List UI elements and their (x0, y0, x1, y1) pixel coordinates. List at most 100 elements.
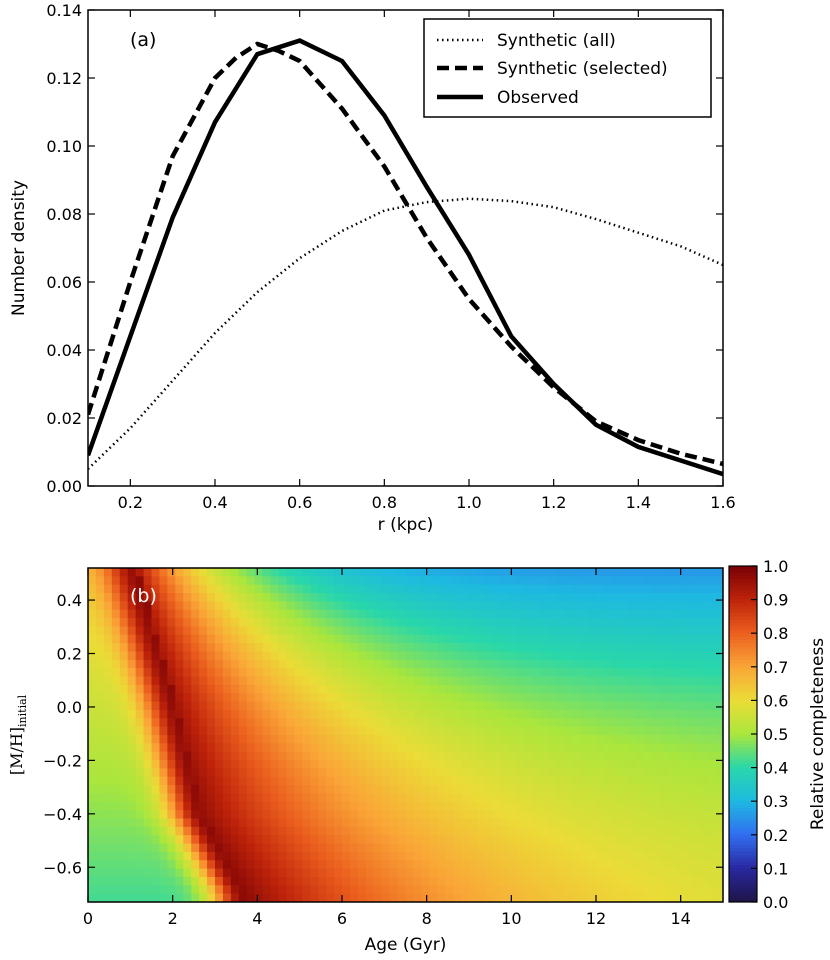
heatmap-cell (246, 743, 256, 753)
heatmap-cell (397, 760, 407, 769)
heatmap-cell (469, 735, 478, 744)
heatmap-cell (548, 776, 557, 786)
heatmap-cell (389, 576, 399, 586)
heatmap-cell (437, 893, 446, 902)
heatmap-cell (405, 785, 415, 795)
heatmap-cell (254, 876, 264, 886)
heatmap-cell (572, 776, 581, 786)
heatmap-cell (119, 735, 129, 744)
heatmap-cell (691, 626, 700, 636)
heatmap-cell (270, 843, 280, 853)
heatmap-cell (492, 651, 502, 661)
heatmap-cell (191, 726, 200, 736)
heatmap-cell (707, 726, 716, 736)
heatmap-cell (103, 826, 113, 836)
heatmap-cell (715, 785, 723, 795)
heatmap-cell (191, 868, 200, 878)
heatmap-cell (484, 568, 494, 577)
heatmap-cell (691, 751, 700, 761)
heatmap-cell (310, 626, 319, 636)
heatmap-cell (167, 676, 176, 686)
heatmap-cell (532, 801, 542, 811)
heatmap-cell (532, 893, 542, 902)
heatmap-cell (397, 843, 407, 853)
heatmap-cell (659, 851, 669, 861)
heatmap-cell (230, 801, 240, 811)
heatmap-cell (429, 618, 438, 628)
heatmap-cell (222, 835, 232, 845)
heatmap-cell (373, 718, 383, 728)
heatmap-cell (476, 760, 486, 769)
heatmap-cell (524, 659, 534, 669)
heatmap-cell (492, 843, 502, 853)
heatmap-cell (238, 618, 248, 628)
heatmap-cell (246, 693, 256, 703)
heatmap-cell (262, 860, 272, 870)
heatmap-cell (516, 634, 526, 644)
heatmap-cell (397, 643, 407, 653)
heatmap-cell (675, 851, 684, 861)
heatmap-cell (183, 634, 192, 644)
colorbar-segment (729, 723, 757, 728)
heatmap-cell (461, 760, 470, 769)
heatmap-cell (421, 576, 430, 586)
heatmap-cell (683, 593, 692, 602)
heatmap-cell (238, 810, 248, 820)
heatmap-cell (564, 793, 573, 803)
heatmap-cell (619, 843, 629, 853)
heatmap-cell (469, 618, 478, 628)
heatmap-cell (540, 735, 549, 744)
heatmap-cell (469, 709, 478, 719)
heatmap-cell (532, 659, 542, 669)
heatmap-cell (508, 743, 518, 753)
heatmap-cell (254, 701, 264, 711)
heatmap-cell (397, 601, 407, 611)
heatmap-cell (254, 726, 264, 736)
heatmap-cell (596, 568, 605, 577)
heatmap-cell (556, 709, 565, 719)
heatmap-cell (334, 776, 343, 786)
heatmap-cell (508, 601, 518, 611)
heatmap-cell (627, 684, 637, 694)
heatmap-cell (461, 893, 470, 902)
heatmap-cell (183, 835, 192, 845)
colorbar: 1.00.90.80.70.60.50.40.30.20.10.0 Relati… (728, 557, 828, 912)
heatmap-cell (437, 668, 446, 678)
heatmap-cell (151, 735, 161, 744)
heatmap-cell (254, 751, 264, 761)
heatmap-cell (548, 743, 557, 753)
heatmap-cell (111, 835, 121, 845)
heatmap-cell (469, 835, 478, 845)
heatmap-cell (215, 876, 224, 886)
heatmap-cell (564, 726, 573, 736)
heatmap-cell (524, 793, 534, 803)
heatmap-cell (262, 684, 272, 694)
heatmap-cell (715, 826, 723, 836)
heatmap-cell (405, 776, 415, 786)
heatmap-cell (88, 885, 97, 895)
heatmap-cell (159, 701, 168, 711)
heatmap-cell (461, 743, 470, 753)
heatmap-cell (286, 801, 295, 811)
heatmap-cell (492, 785, 502, 795)
heatmap-cell (715, 659, 723, 669)
heatmap-cell (603, 868, 613, 878)
heatmap-cell (286, 651, 295, 661)
heatmap-cell (611, 760, 621, 769)
heatmap-cell (254, 860, 264, 870)
heatmap-cell (699, 885, 708, 895)
heatmap-cell (508, 618, 518, 628)
heatmap-cell (469, 684, 478, 694)
heatmap-cell (151, 743, 161, 753)
heatmap-cell (318, 876, 327, 886)
heatmap-cell (238, 893, 248, 902)
heatmap-cell (461, 768, 470, 778)
heatmap-cell (342, 618, 351, 628)
heatmap-cell (207, 568, 216, 577)
heatmap-cell (143, 593, 153, 602)
heatmap-cell (564, 693, 573, 703)
heatmap-cell (262, 760, 272, 769)
heatmap-cell (207, 776, 216, 786)
heatmap-cell (476, 634, 486, 644)
heatmap-cell (286, 701, 295, 711)
